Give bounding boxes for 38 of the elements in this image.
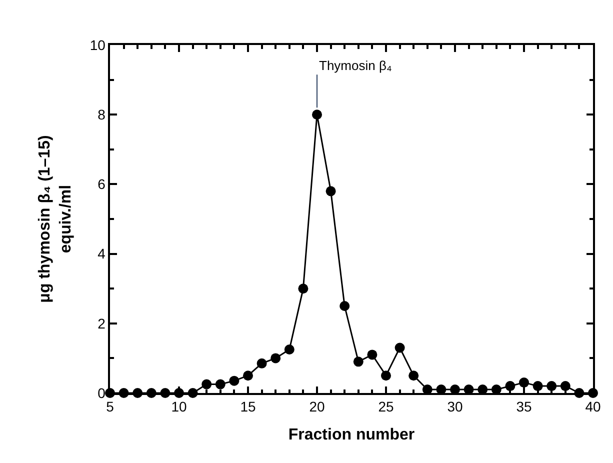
x-axis-title: Fraction number [288, 426, 415, 444]
point [560, 381, 570, 392]
y-tick-label: 6 [98, 176, 106, 192]
point [229, 376, 240, 386]
point [270, 353, 281, 364]
point [298, 284, 308, 294]
y-tick-label: 4 [98, 246, 106, 262]
point [367, 350, 378, 360]
point [312, 110, 322, 120]
point [408, 370, 419, 381]
point [243, 370, 253, 381]
x-tick-label: 30 [447, 398, 463, 415]
point [546, 381, 557, 392]
point [532, 381, 543, 392]
point [353, 356, 364, 367]
point [326, 186, 336, 196]
y-tick-label: 0 [98, 384, 106, 401]
y-axis-title: μg thymosin β₄ (1–15) equiv./ml [36, 135, 74, 303]
y-tick-label: 8 [98, 106, 106, 122]
point [505, 381, 516, 392]
point [381, 370, 391, 381]
x-tick-label: 35 [516, 398, 532, 415]
annotation: Thymosin β₄ [319, 58, 392, 73]
x-tick-label: 5 [106, 398, 114, 415]
point [284, 344, 294, 354]
point [256, 358, 267, 368]
x-tick-label: 25 [378, 398, 394, 415]
point [340, 301, 350, 311]
x-tick-label: 20 [309, 398, 325, 415]
y-tick-label: 10 [90, 36, 106, 53]
x-tick-label: 40 [585, 398, 601, 415]
x-tick-label: 10 [171, 398, 187, 415]
point [519, 378, 529, 388]
point [202, 379, 212, 390]
point [215, 379, 226, 390]
y-tick-label: 2 [98, 315, 106, 332]
point [394, 342, 405, 353]
x-tick-label: 15 [240, 398, 256, 415]
